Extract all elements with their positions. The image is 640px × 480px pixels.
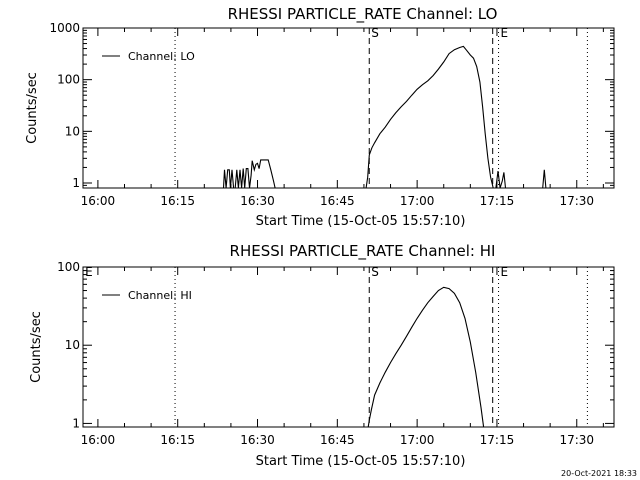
y-tick-label: 10	[65, 124, 80, 138]
marker-label: E	[85, 265, 93, 279]
footer-timestamp: 20-Oct-2021 18:33	[561, 469, 637, 478]
x-tick-label: 17:30	[559, 433, 594, 447]
x-axis-label: Start Time (15-Oct-05 15:57:10)	[256, 454, 466, 469]
x-tick-label: 16:45	[320, 194, 355, 208]
y-tick-label: 10	[65, 338, 80, 352]
x-tick-label: 16:30	[240, 433, 275, 447]
x-tick-label: 17:00	[400, 194, 435, 208]
x-tick-label: 17:30	[559, 194, 594, 208]
plot-frame	[82, 27, 615, 189]
chart-panel-2: RHESSI PARTICLE_RATE Channel: HI E S E 16:00…	[29, 242, 615, 469]
x-tick-label: 16:00	[81, 433, 116, 447]
legend-label: Channel: HI	[128, 289, 192, 302]
x-tick-label: 16:15	[160, 194, 195, 208]
chart-title: RHESSI PARTICLE_RATE Channel: HI	[230, 242, 496, 261]
marker-label: S	[371, 26, 379, 40]
x-tick-label: 17:15	[480, 433, 515, 447]
x-tick-label: 16:00	[81, 194, 116, 208]
y-axis-label: Counts/sec	[25, 72, 40, 144]
x-tick-label: 17:00	[400, 433, 435, 447]
y-tick-label: 1	[72, 416, 80, 430]
marker-label: E	[501, 26, 509, 40]
y-tick-label: 100	[57, 73, 80, 87]
chart-panel-1: RHESSI PARTICLE_RATE Channel: LOS E16:00 1…	[25, 5, 615, 229]
y-axis-label: Counts/sec	[29, 311, 44, 383]
x-tick-label: 16:30	[240, 194, 275, 208]
plot-frame	[82, 266, 615, 428]
y-tick-label: 1000	[49, 21, 80, 35]
series-line	[222, 45, 547, 189]
marker-label: E	[501, 265, 509, 279]
x-tick-label: 17:15	[480, 194, 515, 208]
legend-label: Channel: LO	[128, 50, 195, 63]
y-tick-label: 1	[72, 176, 80, 190]
x-tick-label: 16:15	[160, 433, 195, 447]
x-tick-label: 16:45	[320, 433, 355, 447]
marker-label: S	[371, 265, 379, 279]
chart-title: RHESSI PARTICLE_RATE Channel: LO	[228, 5, 498, 24]
series-line	[367, 286, 485, 428]
y-tick-label: 100	[57, 260, 80, 274]
x-axis-label: Start Time (15-Oct-05 15:57:10)	[256, 214, 466, 229]
